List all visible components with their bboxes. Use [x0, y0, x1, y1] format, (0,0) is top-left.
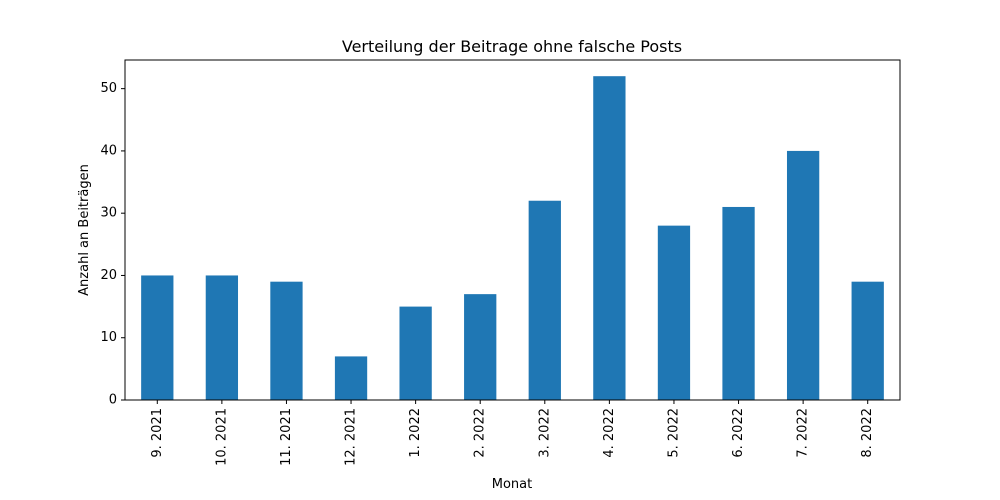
x-axis-ticks: 9. 2021 10. 2021 11. 2021 12. 2021 1. 2022 2.…	[150, 400, 875, 466]
y-tick-label: 40	[100, 143, 117, 158]
x-tick-label: 10. 2021	[214, 408, 229, 466]
x-tick-label: 11. 2021	[279, 408, 294, 466]
y-axis-title: Anzahl an Beiträgen	[77, 164, 92, 296]
x-tick-label: 2. 2022	[473, 408, 488, 458]
y-tick-label: 30	[100, 206, 117, 221]
x-tick-label: 12. 2021	[344, 408, 359, 466]
bar-4	[334, 356, 368, 400]
x-tick-label: 5. 2022	[666, 408, 681, 458]
bar-6	[464, 294, 497, 400]
bar-3	[270, 281, 303, 400]
y-tick-label: 50	[100, 81, 117, 96]
y-tick-label: 0	[109, 393, 117, 408]
x-tick-label: 9. 2021	[150, 408, 165, 458]
plot-frame	[124, 59, 901, 401]
x-tick-label: 7. 2022	[796, 408, 811, 458]
bars-group	[141, 76, 884, 400]
bar-10	[722, 206, 755, 400]
y-tick-label: 10	[100, 330, 117, 345]
x-tick-label: 8. 2022	[860, 408, 875, 458]
y-tick-label: 20	[100, 268, 117, 283]
x-tick-label: 4. 2022	[602, 408, 617, 458]
x-tick-label: 6. 2022	[731, 408, 746, 458]
bar-9	[657, 225, 691, 400]
x-tick-label: 3. 2022	[537, 408, 552, 458]
bar-7	[528, 200, 561, 400]
y-axis-ticks: 0 10 20 30 40 50	[100, 81, 125, 408]
bar-8	[593, 76, 626, 400]
bar-5	[399, 306, 432, 400]
chart-title: Verteilung der Beitrage ohne falsche Pos…	[342, 37, 682, 56]
bar-11	[786, 150, 820, 400]
bar-2	[205, 275, 239, 400]
x-axis-title: Monat	[492, 477, 532, 492]
x-tick-label: 1. 2022	[408, 408, 423, 458]
bar-1	[141, 275, 174, 400]
bar-12	[851, 281, 884, 400]
